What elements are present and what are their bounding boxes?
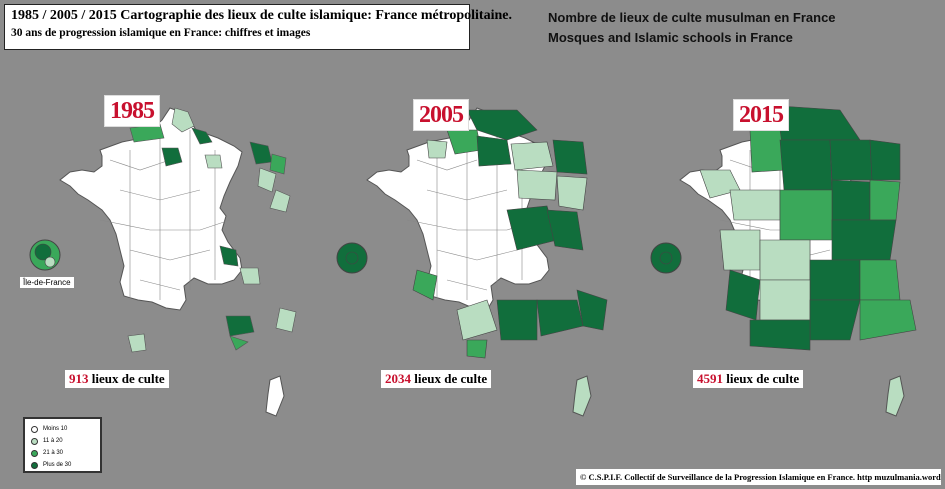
count-value-1985: 913 bbox=[69, 371, 89, 386]
shaded-departments bbox=[699, 105, 917, 351]
legend-item: Moins 10 bbox=[31, 423, 94, 435]
map-1985 bbox=[59, 107, 297, 417]
idf-inset-2005 bbox=[336, 242, 368, 274]
corsica-1985 bbox=[265, 375, 285, 417]
legend-swatch bbox=[31, 449, 38, 457]
subtitle-english: Mosques and Islamic schools in France bbox=[548, 30, 793, 45]
year-badge-2015: 2015 bbox=[733, 99, 789, 131]
legend-item: 11 à 20 bbox=[31, 435, 94, 447]
map-2015 bbox=[679, 105, 917, 417]
legend: Moins 10 11 à 20 21 à 30 Plus de 30 bbox=[23, 417, 102, 473]
legend-swatch bbox=[31, 437, 38, 445]
count-suffix-2015: lieux de culte bbox=[723, 371, 800, 386]
count-value-2005: 2034 bbox=[385, 371, 411, 386]
legend-swatch bbox=[31, 425, 38, 433]
count-label-1985: 913 lieux de culte bbox=[65, 370, 169, 388]
corsica-2015 bbox=[885, 375, 905, 417]
count-suffix-2005: lieux de culte bbox=[411, 371, 488, 386]
subtitle-french: Nombre de lieux de culte musulman en Fra… bbox=[548, 10, 836, 25]
year-badge-2005: 2005 bbox=[413, 99, 469, 131]
year-badge-1985: 1985 bbox=[104, 95, 160, 127]
shaded-departments bbox=[412, 109, 608, 359]
count-label-2015: 4591 lieux de culte bbox=[693, 370, 804, 388]
legend-swatch bbox=[31, 461, 38, 469]
ile-de-france-label: Île-de-France bbox=[20, 277, 74, 288]
corsica-2005 bbox=[572, 375, 592, 417]
title-box: 1985 / 2005 / 2015 Cartographie des lieu… bbox=[4, 4, 512, 50]
department-borders bbox=[99, 130, 231, 300]
idf-inset-2015 bbox=[650, 242, 682, 274]
legend-label: Plus de 30 bbox=[43, 462, 72, 468]
legend-label: 21 à 30 bbox=[43, 450, 64, 456]
count-value-2015: 4591 bbox=[697, 371, 723, 386]
sub-title: 30 ans de progression islamique en Franc… bbox=[11, 27, 311, 39]
main-title: 1985 / 2005 / 2015 Cartographie des lieu… bbox=[11, 8, 512, 23]
count-suffix-1985: lieux de culte bbox=[88, 371, 165, 386]
shaded-departments bbox=[127, 107, 297, 353]
idf-inset-1985 bbox=[29, 239, 61, 271]
legend-item: Plus de 30 bbox=[31, 459, 94, 471]
legend-label: 11 à 20 bbox=[43, 438, 63, 444]
map-2005 bbox=[366, 107, 608, 417]
legend-label: Moins 10 bbox=[43, 426, 68, 432]
legend-item: 21 à 30 bbox=[31, 447, 94, 459]
credit-line: © C.S.P.I.F. Collectif de Surveillance d… bbox=[576, 469, 941, 485]
count-label-2005: 2034 lieux de culte bbox=[381, 370, 492, 388]
